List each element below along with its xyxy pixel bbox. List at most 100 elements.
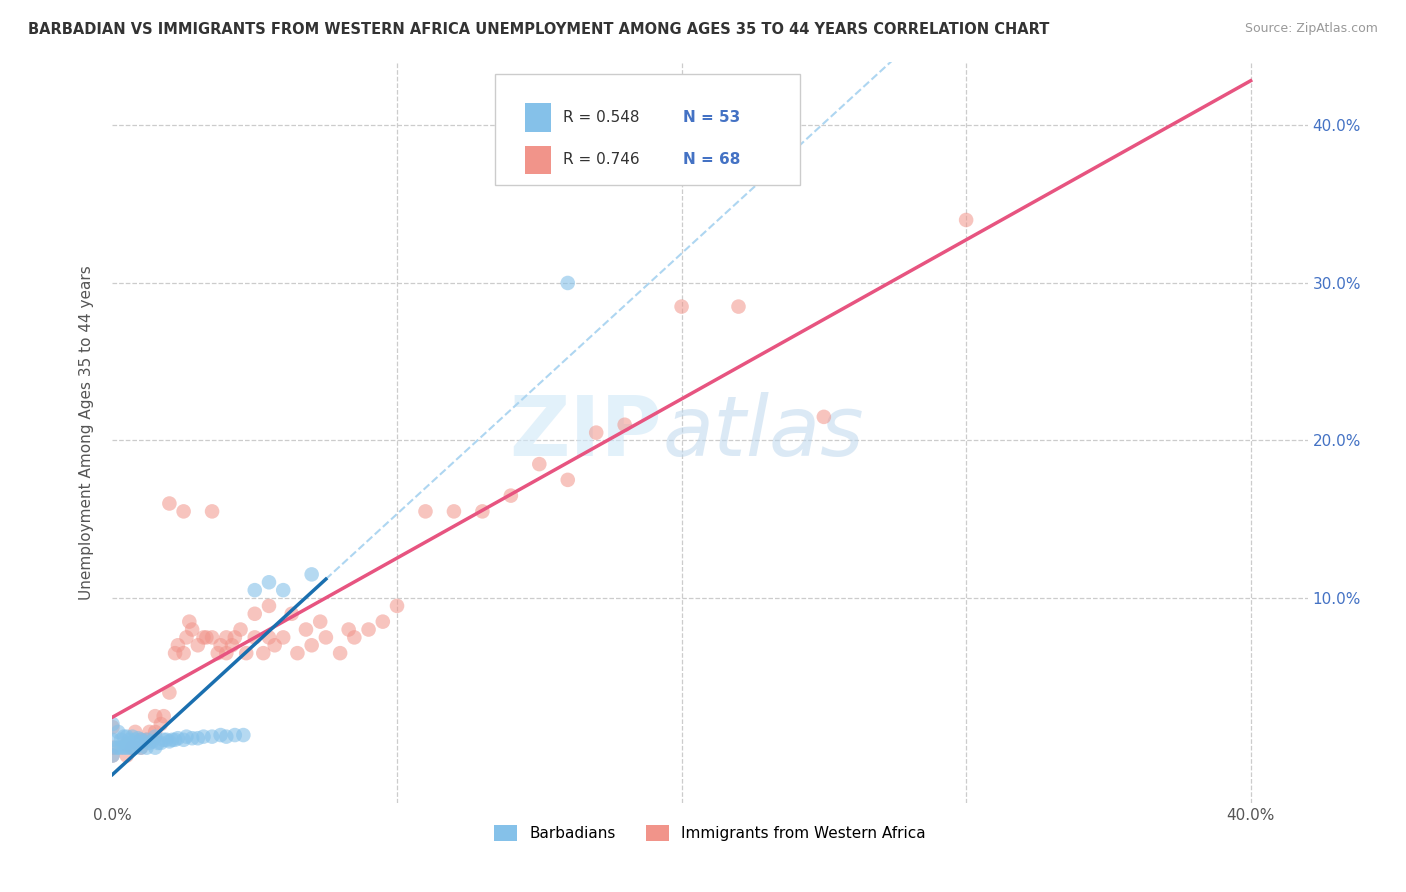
Point xyxy=(121,740,143,755)
Point xyxy=(173,646,195,660)
Point xyxy=(209,728,232,742)
Point xyxy=(149,736,172,750)
Text: N = 68: N = 68 xyxy=(682,153,740,168)
Point xyxy=(115,748,138,763)
Point xyxy=(127,736,149,750)
Point xyxy=(157,734,180,748)
Point xyxy=(101,748,124,763)
Point xyxy=(813,409,835,424)
Point xyxy=(201,504,224,518)
Point xyxy=(167,731,190,746)
Point xyxy=(257,575,280,590)
Point xyxy=(309,615,332,629)
Point xyxy=(138,725,160,739)
Point xyxy=(215,730,238,744)
Point xyxy=(101,732,124,747)
Point xyxy=(121,740,143,755)
Point xyxy=(101,717,124,731)
Point xyxy=(181,731,204,746)
Point xyxy=(187,638,209,652)
Point xyxy=(112,730,135,744)
Point xyxy=(257,631,280,645)
Text: Source: ZipAtlas.com: Source: ZipAtlas.com xyxy=(1244,22,1378,36)
Text: BARBADIAN VS IMMIGRANTS FROM WESTERN AFRICA UNEMPLOYMENT AMONG AGES 35 TO 44 YEA: BARBADIAN VS IMMIGRANTS FROM WESTERN AFR… xyxy=(28,22,1049,37)
Point xyxy=(115,736,138,750)
Point xyxy=(281,607,304,621)
Point xyxy=(287,646,309,660)
Point xyxy=(173,504,195,518)
Point xyxy=(257,599,280,613)
Point xyxy=(271,583,294,598)
Point xyxy=(252,646,274,660)
Point xyxy=(101,740,124,755)
Point xyxy=(115,740,138,755)
Point xyxy=(176,730,198,744)
Point xyxy=(138,736,160,750)
Point xyxy=(173,732,195,747)
Point xyxy=(101,748,124,763)
Point xyxy=(195,631,218,645)
Point xyxy=(201,730,224,744)
Point xyxy=(157,685,180,699)
Point xyxy=(162,732,183,747)
Point xyxy=(209,638,232,652)
Y-axis label: Unemployment Among Ages 35 to 44 years: Unemployment Among Ages 35 to 44 years xyxy=(79,265,94,600)
Point xyxy=(357,623,380,637)
Point xyxy=(557,473,579,487)
Legend: Barbadians, Immigrants from Western Africa: Barbadians, Immigrants from Western Afri… xyxy=(488,819,932,847)
Point xyxy=(193,631,215,645)
Point xyxy=(671,300,693,314)
Text: R = 0.548: R = 0.548 xyxy=(562,110,640,125)
Point xyxy=(135,732,157,747)
Point xyxy=(229,623,252,637)
Point xyxy=(727,300,749,314)
Point xyxy=(129,732,152,747)
Point xyxy=(201,631,224,645)
Point xyxy=(129,740,152,755)
Point xyxy=(118,732,141,747)
Point xyxy=(271,631,294,645)
Point xyxy=(143,725,166,739)
Point xyxy=(110,740,132,755)
Point xyxy=(167,638,190,652)
Point xyxy=(165,646,187,660)
Point xyxy=(181,623,204,637)
Point xyxy=(243,607,266,621)
Text: R = 0.746: R = 0.746 xyxy=(562,153,640,168)
Text: ZIP: ZIP xyxy=(510,392,662,473)
Point xyxy=(371,615,394,629)
Point xyxy=(499,489,522,503)
Point xyxy=(129,740,152,755)
Point xyxy=(118,740,141,755)
Point xyxy=(152,709,174,723)
Point xyxy=(155,732,177,747)
Point xyxy=(295,623,318,637)
Point xyxy=(107,740,129,755)
Point xyxy=(110,732,132,747)
Point xyxy=(232,728,254,742)
Point xyxy=(343,631,366,645)
Point xyxy=(221,638,243,652)
Point xyxy=(415,504,437,518)
Point xyxy=(143,740,166,755)
Point xyxy=(193,730,215,744)
Point xyxy=(149,717,172,731)
Point xyxy=(165,732,187,747)
Point xyxy=(132,734,155,748)
Point xyxy=(471,504,494,518)
Point xyxy=(243,631,266,645)
Point xyxy=(187,731,209,746)
Point xyxy=(135,732,157,747)
Point xyxy=(337,623,360,637)
Point xyxy=(301,567,323,582)
Point xyxy=(235,646,257,660)
Point xyxy=(121,730,143,744)
Point xyxy=(613,417,636,432)
Text: N = 53: N = 53 xyxy=(682,110,740,125)
Point xyxy=(529,457,551,471)
Point xyxy=(143,730,166,744)
Point xyxy=(557,276,579,290)
Point xyxy=(127,731,149,746)
Point xyxy=(124,725,146,739)
Point xyxy=(107,725,129,739)
